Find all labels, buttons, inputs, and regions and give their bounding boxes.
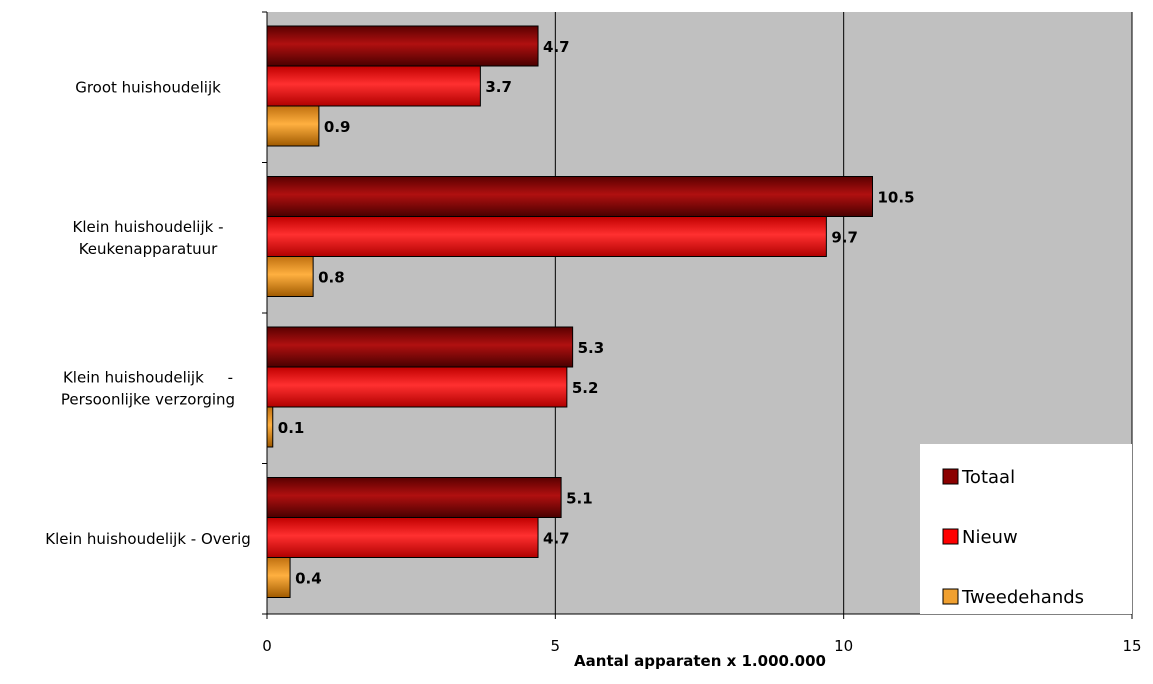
legend: Totaal Nieuw Tweedehands [920, 444, 1132, 614]
category-labels: Groot huishoudelijk Klein huishoudelijk -… [45, 78, 251, 548]
bar-tweedehands-3 [266, 557, 291, 598]
value-label-tweedehands-3: 0.4 [295, 570, 322, 588]
bar-tweedehands-1 [266, 256, 314, 297]
category-label-2-1: Persoonlijke verzorging [61, 390, 235, 408]
category-label-3-0: Klein huishoudelijk - Overig [45, 530, 251, 548]
legend-label-tweedehands: Tweedehands [961, 587, 1084, 608]
bar-tweedehands-2 [266, 406, 274, 448]
legend-swatch-totaal [942, 468, 959, 485]
legend-label-nieuw: Nieuw [962, 527, 1018, 548]
value-label-totaal-1: 10.5 [878, 189, 915, 207]
value-label-tweedehands-1: 0.8 [318, 269, 345, 287]
bar-nieuw-3 [266, 517, 539, 558]
bar-totaal-1 [266, 176, 873, 217]
value-label-nieuw-0: 3.7 [485, 78, 512, 96]
category-label-1-0: Klein huishoudelijk - [73, 218, 224, 236]
value-label-nieuw-1: 9.7 [831, 229, 858, 247]
bar-totaal-2 [266, 326, 574, 368]
bars [266, 25, 873, 598]
x-tick-label-0: 0 [262, 637, 272, 655]
category-label-2-0: Klein huishoudelijk - [63, 368, 233, 386]
bar-tweedehands-0 [266, 105, 320, 147]
legend-label-totaal: Totaal [961, 467, 1015, 488]
value-labels: 4.7 3.7 0.9 10.5 9.7 0.8 5.3 5.2 0.1 5.1 4.7 0.4 [278, 38, 915, 588]
bar-nieuw-2 [266, 366, 568, 408]
x-tick-label-2: 10 [834, 637, 853, 655]
bar-totaal-3 [266, 477, 562, 518]
bar-nieuw-1 [266, 216, 827, 257]
value-label-tweedehands-0: 0.9 [324, 118, 351, 136]
value-label-totaal-3: 5.1 [566, 490, 593, 508]
legend-swatch-tweedehands [942, 588, 959, 605]
category-label-0-0: Groot huishoudelijk [75, 78, 221, 96]
tick-labels: 0 5 10 15 [262, 637, 1141, 655]
x-tick-label-1: 5 [551, 637, 561, 655]
value-label-totaal-2: 5.3 [578, 339, 605, 357]
bar-nieuw-0 [266, 65, 481, 107]
x-tick-label-3: 15 [1122, 637, 1141, 655]
value-label-nieuw-2: 5.2 [572, 379, 599, 397]
x-axis-title: Aantal apparaten x 1.000.000 [574, 652, 826, 670]
bar-totaal-0 [266, 25, 539, 67]
value-label-totaal-0: 4.7 [543, 38, 570, 56]
value-label-nieuw-3: 4.7 [543, 530, 570, 548]
category-label-1-1: Keukenapparatuur [79, 240, 218, 258]
legend-swatch-nieuw [942, 528, 959, 545]
value-label-tweedehands-2: 0.1 [278, 419, 305, 437]
